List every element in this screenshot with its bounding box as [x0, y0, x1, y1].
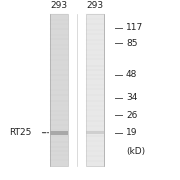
Text: 293: 293 — [51, 1, 68, 10]
Text: 26: 26 — [126, 111, 137, 120]
Text: 19: 19 — [126, 128, 138, 137]
Text: RT25: RT25 — [9, 128, 31, 137]
Text: (kD): (kD) — [126, 147, 145, 156]
Text: 34: 34 — [126, 93, 137, 102]
FancyBboxPatch shape — [86, 14, 104, 166]
Text: 48: 48 — [126, 70, 137, 79]
FancyBboxPatch shape — [86, 131, 104, 134]
Text: 117: 117 — [126, 23, 143, 32]
Text: 293: 293 — [87, 1, 104, 10]
Text: 85: 85 — [126, 39, 138, 48]
FancyBboxPatch shape — [50, 14, 68, 166]
FancyBboxPatch shape — [50, 130, 68, 135]
